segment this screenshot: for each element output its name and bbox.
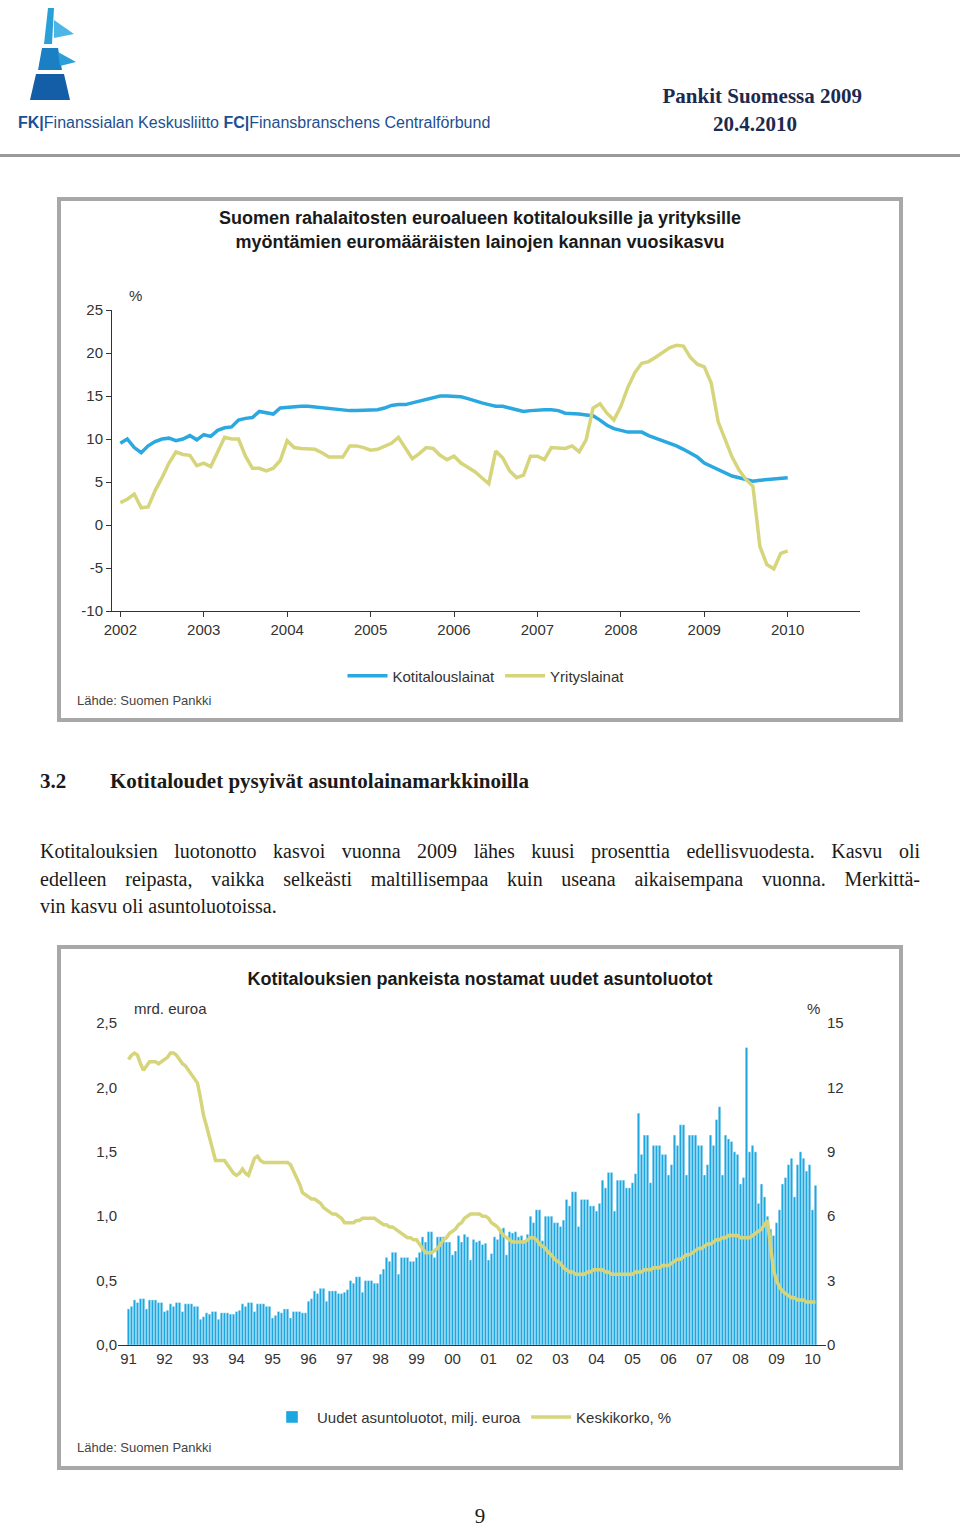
svg-text:98: 98 [372, 1350, 389, 1367]
svg-text:1,0: 1,0 [96, 1207, 117, 1224]
svg-text:25: 25 [86, 301, 103, 318]
html-text:Kotitaloudet pysyivät asuntola: Kotitaloudet pysyivät asuntolainamarkkin… [110, 769, 529, 793]
svg-text:Suomen rahalaitosten euroaluee: Suomen rahalaitosten euroalueen kotitalo… [219, 208, 741, 251]
svg-text:Lähde: Suomen Pankki: Lähde: Suomen Pankki [77, 1440, 212, 1455]
svg-text:15: 15 [827, 1014, 844, 1031]
svg-text:01: 01 [480, 1350, 497, 1367]
html-text:20.4.2010: 20.4.2010 [713, 112, 797, 136]
svg-text:0: 0 [95, 516, 103, 533]
svg-text:2,5: 2,5 [96, 1014, 117, 1031]
svg-text:%: % [807, 1000, 820, 1017]
svg-text:3: 3 [827, 1272, 835, 1289]
svg-text:1,5: 1,5 [96, 1143, 117, 1160]
svg-text:10: 10 [804, 1350, 821, 1367]
html-text:3.2: 3.2 [40, 769, 67, 793]
html-text:9: 9 [474, 1504, 486, 1528]
svg-text:Kotitalouksien pankeista nosta: Kotitalouksien pankeista nostamat uudet … [247, 969, 712, 989]
svg-text:9: 9 [827, 1143, 835, 1160]
svg-text:Yrityslainat: Yrityslainat [550, 668, 624, 685]
svg-text:03: 03 [552, 1350, 569, 1367]
svg-text:-10: -10 [81, 602, 103, 619]
svg-text:92: 92 [156, 1350, 173, 1367]
html-text:Pankit Suomessa 2009: Pankit Suomessa 2009 [662, 84, 862, 108]
svg-text:97: 97 [336, 1350, 353, 1367]
svg-text:0,0: 0,0 [96, 1336, 117, 1353]
svg-text:91: 91 [120, 1350, 137, 1367]
svg-text:94: 94 [228, 1350, 245, 1367]
svg-text:6: 6 [827, 1207, 835, 1224]
svg-text:0: 0 [827, 1336, 835, 1353]
svg-text:08: 08 [732, 1350, 749, 1367]
svg-text:-5: -5 [90, 559, 103, 576]
svg-text:93: 93 [192, 1350, 209, 1367]
svg-text:2005: 2005 [354, 621, 387, 638]
svg-text:96: 96 [300, 1350, 317, 1367]
svg-text:Keskikorko, %: Keskikorko, % [576, 1409, 671, 1426]
svg-text:07: 07 [696, 1350, 713, 1367]
html-text:FK| Finanssialan Keskusliitto: FK| Finanssialan Keskusliitto FC| Finans… [18, 114, 491, 131]
svg-text:Uudet asuntoluotot, milj. euro: Uudet asuntoluotot, milj. euroa [317, 1409, 521, 1426]
svg-text:05: 05 [624, 1350, 641, 1367]
html-text:vin kasvu oli asuntoluotoissa.: vin kasvu oli asuntoluotoissa. [40, 895, 277, 917]
svg-text:2010: 2010 [771, 621, 804, 638]
svg-text:5: 5 [95, 473, 103, 490]
svg-text:10: 10 [86, 430, 103, 447]
svg-text:Kotitalouslainat: Kotitalouslainat [393, 668, 496, 685]
svg-text:2,0: 2,0 [96, 1079, 117, 1096]
svg-text:2004: 2004 [270, 621, 303, 638]
svg-text:0,5: 0,5 [96, 1272, 117, 1289]
svg-text:2003: 2003 [187, 621, 220, 638]
svg-text:99: 99 [408, 1350, 425, 1367]
svg-text:06: 06 [660, 1350, 677, 1367]
svg-text:00: 00 [444, 1350, 461, 1367]
svg-text:2006: 2006 [437, 621, 470, 638]
svg-text:2009: 2009 [688, 621, 721, 638]
svg-text:Lähde: Suomen Pankki: Lähde: Suomen Pankki [77, 693, 212, 708]
svg-text:95: 95 [264, 1350, 281, 1367]
svg-text:02: 02 [516, 1350, 533, 1367]
svg-text:15: 15 [86, 387, 103, 404]
svg-text:%: % [129, 287, 142, 304]
svg-text:2002: 2002 [104, 621, 137, 638]
svg-text:12: 12 [827, 1079, 844, 1096]
svg-text:04: 04 [588, 1350, 605, 1367]
svg-text:09: 09 [768, 1350, 785, 1367]
html-text:edelleen reipasta, vaikka selk: edelleen reipasta, vaikka selkeästi malt… [40, 867, 920, 890]
svg-text:mrd. euroa: mrd. euroa [134, 1000, 207, 1017]
html-text:Kotitalouksien luotonotto kasv: Kotitalouksien luotonotto kasvoi vuonna … [40, 840, 920, 862]
svg-text:20: 20 [86, 344, 103, 361]
svg-text:2007: 2007 [521, 621, 554, 638]
svg-text:2008: 2008 [604, 621, 637, 638]
